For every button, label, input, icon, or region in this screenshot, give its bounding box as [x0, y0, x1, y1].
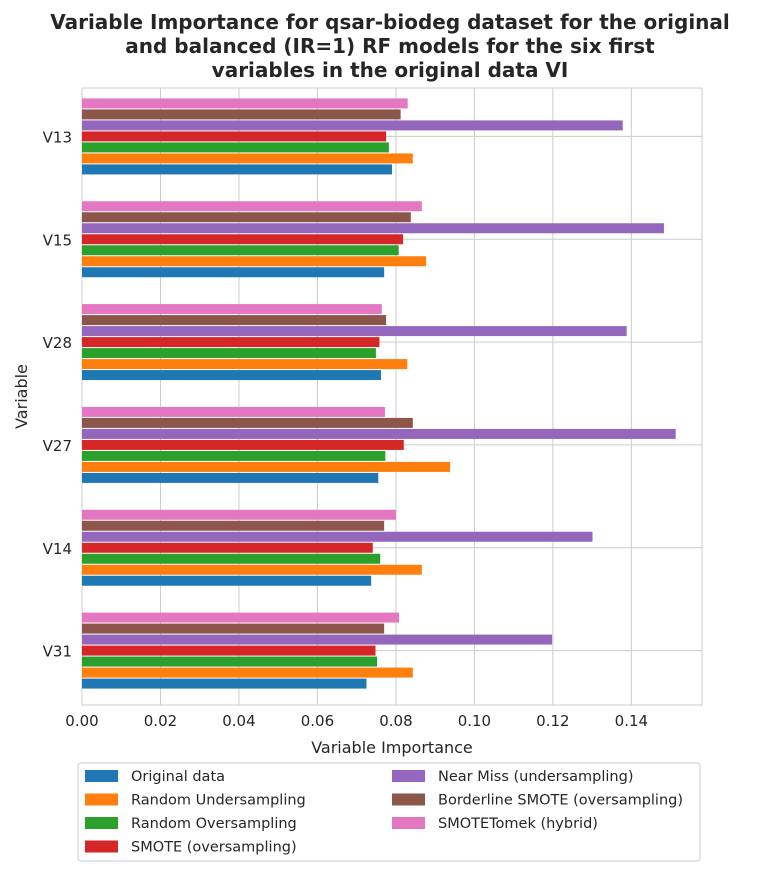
bar [82, 120, 623, 131]
x-tick-label: 0.12 [536, 712, 569, 730]
legend-label: Random Oversampling [131, 816, 297, 832]
chart-title-line: Variable Importance for qsar-biodeg data… [50, 10, 730, 34]
bar [82, 98, 408, 109]
y-tick-label: V28 [43, 334, 72, 352]
y-tick-label: V15 [43, 231, 72, 249]
bar [82, 142, 389, 153]
x-axis-label: Variable Importance [311, 738, 473, 757]
bar [82, 267, 385, 278]
bar [82, 575, 372, 586]
y-tick-label: V14 [43, 540, 72, 558]
bar [82, 461, 451, 472]
legend-swatch [392, 793, 425, 806]
bar [82, 131, 387, 142]
bar [82, 256, 427, 267]
bar [82, 212, 411, 223]
legend-swatch [85, 817, 118, 829]
bar [82, 304, 382, 315]
y-axis-label: Variable [12, 364, 31, 429]
x-tick-label: 0.14 [615, 712, 648, 730]
bar [82, 667, 413, 678]
y-tick-labels: V13 V15 V28 V27 V14 V31 [43, 128, 72, 660]
bar [82, 428, 676, 439]
bar [82, 520, 385, 531]
legend-label: Original data [131, 769, 225, 785]
legend-swatch [85, 840, 118, 853]
bars [82, 98, 676, 689]
x-tick-label: 0.08 [379, 712, 412, 730]
bar [82, 531, 593, 542]
bar [82, 326, 627, 337]
legend-label: Random Undersampling [131, 793, 306, 809]
bar [82, 612, 400, 623]
bar [82, 472, 379, 483]
bar [82, 417, 413, 428]
grid-lines [81, 87, 703, 706]
y-tick-label: V13 [43, 128, 72, 146]
x-tick-labels: 0.00 0.02 0.04 0.06 0.08 0.10 0.12 0.14 [65, 712, 648, 730]
legend-frame [77, 762, 701, 862]
bar [82, 370, 382, 381]
bar [82, 359, 408, 370]
bar [82, 553, 381, 564]
legend-swatch [392, 817, 425, 829]
x-tick-label: 0.02 [144, 712, 177, 730]
bar [82, 656, 378, 667]
x-tick-label: 0.00 [65, 712, 98, 730]
legend-swatch [85, 793, 118, 806]
y-tick-label: V27 [43, 437, 72, 455]
x-tick-label: 0.04 [222, 712, 255, 730]
bar [82, 109, 401, 120]
bar [82, 164, 392, 175]
bar [82, 223, 664, 234]
bar [82, 634, 553, 645]
bar [82, 348, 376, 359]
bar [82, 245, 399, 256]
bar [82, 337, 380, 348]
bar [82, 623, 385, 634]
bar [82, 678, 367, 689]
chart-title-line: variables in the original data VI [212, 58, 569, 82]
bar [82, 406, 385, 417]
legend-label: SMOTETomek (hybrid) [438, 816, 598, 832]
x-tick-label: 0.06 [301, 712, 334, 730]
bar [82, 234, 403, 245]
bar [82, 509, 396, 520]
bar [82, 201, 422, 212]
legend-swatch [392, 770, 425, 782]
bar [82, 564, 422, 575]
y-tick-label: V31 [43, 643, 72, 661]
bar [82, 542, 373, 553]
chart-title-line: and balanced (IR=1) RF models for the si… [125, 34, 655, 58]
plot-frame [81, 87, 703, 706]
chart-title: Variable Importance for qsar-biodeg data… [50, 10, 730, 82]
legend-swatch [85, 770, 118, 782]
bar [82, 645, 376, 656]
bar [82, 315, 387, 326]
x-tick-label: 0.10 [458, 712, 491, 730]
legend-label: Borderline SMOTE (oversampling) [438, 793, 683, 809]
bar [82, 439, 404, 450]
bar [82, 450, 386, 461]
legend: Original data Random Undersampling Random … [77, 762, 701, 862]
legend-label: Near Miss (undersampling) [438, 769, 633, 785]
bar [82, 153, 413, 164]
legend-label: SMOTE (oversampling) [131, 840, 297, 856]
